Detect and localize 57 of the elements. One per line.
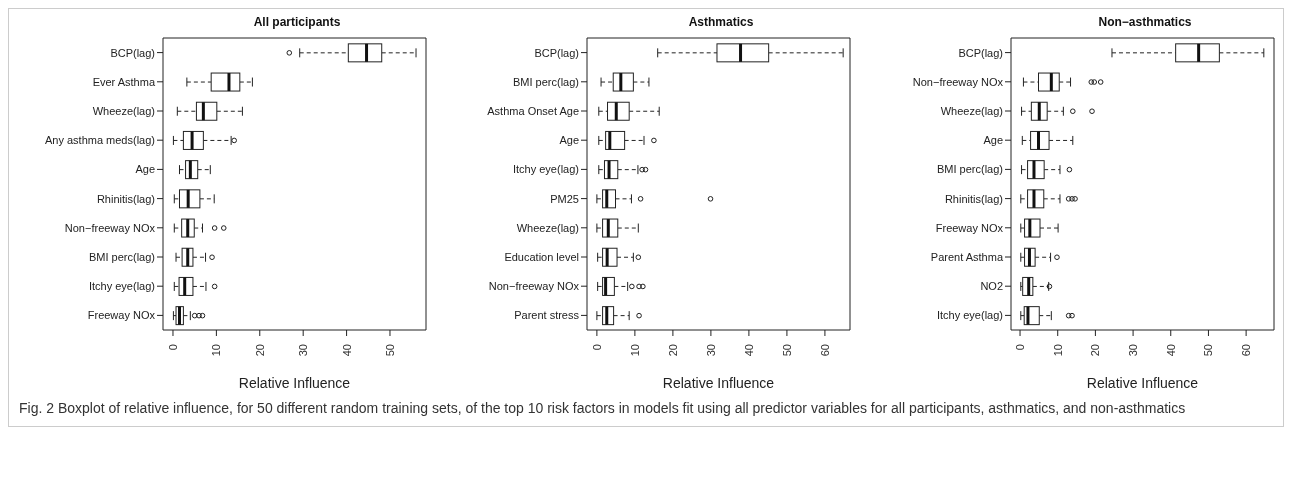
y-tick-label: Non−freeway NOx <box>64 221 156 234</box>
y-tick-label: Parent Asthma <box>930 250 1004 263</box>
y-tick-label: Itchy eye(lag) <box>936 309 1003 322</box>
x-tick-label: 20 <box>666 344 679 357</box>
y-tick-label: Wheeze(lag) <box>92 104 155 117</box>
chart-title: Asthmatics <box>687 15 755 29</box>
x-tick-label: 10 <box>628 344 641 357</box>
chart-title: Non−asthmatics <box>1097 15 1193 29</box>
x-tick-label: 0 <box>590 344 603 351</box>
x-tick-label: 60 <box>818 344 831 357</box>
x-tick-label: 20 <box>253 344 266 357</box>
x-tick-label: 40 <box>742 344 755 357</box>
y-tick-label: Itchy eye(lag) <box>512 163 579 176</box>
x-axis-title: Relative Influence <box>1086 375 1199 391</box>
x-tick-label: 10 <box>210 344 223 357</box>
y-tick-label: BMI perc(lag) <box>88 250 155 263</box>
x-tick-label: 50 <box>383 344 396 357</box>
y-tick-label: Wheeze(lag) <box>516 221 579 234</box>
y-tick-label: PM25 <box>550 192 579 205</box>
x-tick-label: 30 <box>704 344 717 357</box>
y-tick-label: Non−freeway NOx <box>488 280 580 293</box>
y-tick-label: Education level <box>504 250 579 263</box>
y-tick-label: Age <box>983 134 1003 147</box>
y-tick-label: Age <box>559 134 579 147</box>
chart-title: All participants <box>252 15 342 29</box>
y-tick-label: Freeway NOx <box>87 309 156 322</box>
y-tick-label: Parent stress <box>514 309 580 322</box>
y-tick-label: Freeway NOx <box>935 221 1004 234</box>
x-tick-label: 0 <box>1014 344 1027 351</box>
y-tick-label: BCP(lag) <box>958 46 1003 59</box>
y-tick-label: BMI perc(lag) <box>512 75 579 88</box>
x-tick-label: 50 <box>780 344 793 357</box>
x-axis-title: Relative Influence <box>662 375 775 391</box>
x-tick-label: 30 <box>297 344 310 357</box>
x-tick-label: 60 <box>1240 344 1253 357</box>
y-tick-label: Age <box>135 163 155 176</box>
y-tick-label: Asthma Onset Age <box>487 104 579 117</box>
y-tick-label: BCP(lag) <box>534 46 579 59</box>
x-tick-label: 50 <box>1202 344 1215 357</box>
y-tick-label: Any asthma meds(lag) <box>44 134 155 147</box>
x-tick-label: 0 <box>166 344 179 351</box>
y-tick-label: Rhinitis(lag) <box>96 192 155 205</box>
x-tick-label: 10 <box>1051 344 1064 357</box>
y-tick-label: NO2 <box>980 280 1003 293</box>
caption: Fig. 2 Boxplot of relative influence, for 50 different random training sets, of the top 10 risk factors in models fit using all predictor variables for all participants, asthmatics, and non-asthmatics <box>18 399 1187 418</box>
x-axis-title: Relative Influence <box>238 375 351 391</box>
y-tick-label: BMI perc(lag) <box>936 163 1003 176</box>
y-tick-label: Non−freeway NOx <box>912 75 1004 88</box>
y-tick-label: Itchy eye(lag) <box>88 280 155 293</box>
y-tick-label: Rhinitis(lag) <box>944 192 1003 205</box>
y-tick-label: Wheeze(lag) <box>940 104 1003 117</box>
x-tick-label: 20 <box>1089 344 1102 357</box>
x-tick-label: 40 <box>340 344 353 357</box>
y-tick-label: Ever Asthma <box>92 75 156 88</box>
x-tick-label: 40 <box>1164 344 1177 357</box>
x-tick-label: 30 <box>1127 344 1140 357</box>
y-tick-label: BCP(lag) <box>110 46 155 59</box>
